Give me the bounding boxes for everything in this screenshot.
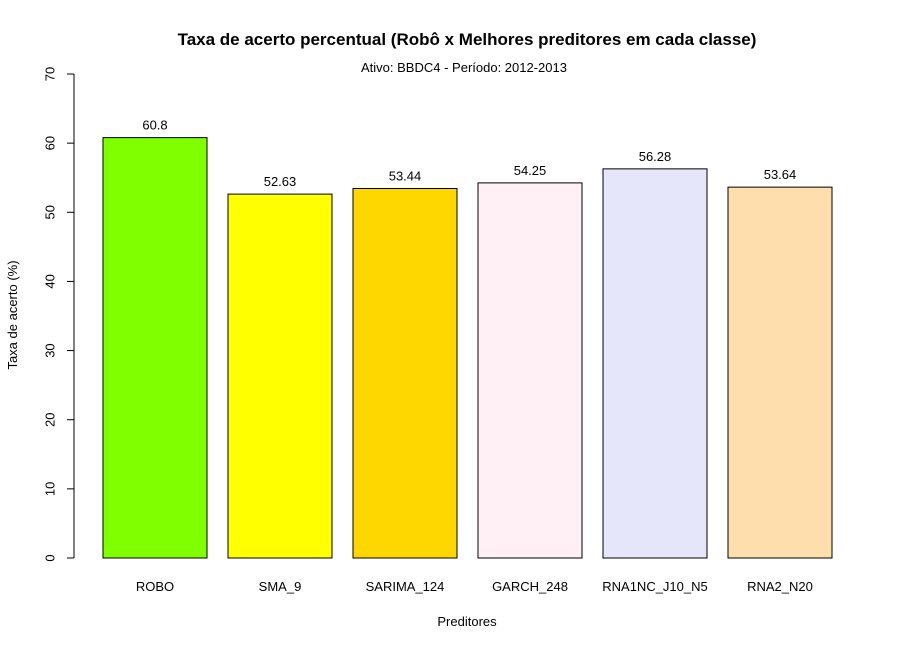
bar xyxy=(227,193,333,559)
bar-group: 54.25 GARCH_248 xyxy=(477,163,583,594)
y-tick-label: 20 xyxy=(42,412,57,426)
bar xyxy=(727,186,833,559)
x-axis-label: Preditores xyxy=(437,614,497,629)
bar xyxy=(102,137,208,559)
chart-subtitle: Ativo: BBDC4 - Período: 2012-2013 xyxy=(361,60,567,75)
y-tick-label: 0 xyxy=(42,554,57,561)
y-axis-label: Taxa de acerto (%) xyxy=(5,260,20,369)
y-tick-label: 60 xyxy=(42,136,57,150)
y-tick-label: 70 xyxy=(42,67,57,81)
data-label: 53.44 xyxy=(389,169,422,184)
bar xyxy=(477,182,583,559)
y-tick-label: 40 xyxy=(42,274,57,288)
data-label: 54.25 xyxy=(514,163,547,178)
x-tick-label: RNA1NC_J10_N5 xyxy=(602,579,708,594)
data-label: 60.8 xyxy=(142,118,167,133)
data-label: 52.63 xyxy=(264,174,297,189)
y-tick-label: 30 xyxy=(42,343,57,357)
x-tick-label: RNA2_N20 xyxy=(747,579,813,594)
y-tick-label: 50 xyxy=(42,205,57,219)
bar-group: 53.64 RNA2_N20 xyxy=(727,167,833,594)
x-tick-label: GARCH_248 xyxy=(492,579,568,594)
bar-group: 53.44 SARIMA_124 xyxy=(352,169,458,594)
x-tick-label: SARIMA_124 xyxy=(366,579,445,594)
chart-title: Taxa de acerto percentual (Robô x Melhor… xyxy=(178,30,757,49)
x-tick-label: SMA_9 xyxy=(259,579,302,594)
bar xyxy=(352,188,458,559)
bars-group: 60.8 ROBO 52.63 SMA_9 53.44 SARIMA_124 54.25 GA… xyxy=(102,118,833,594)
data-label: 56.28 xyxy=(639,149,672,164)
x-tick-label: ROBO xyxy=(136,579,174,594)
y-tick-label: 10 xyxy=(42,482,57,496)
bar xyxy=(602,168,708,559)
y-axis: 0 10 20 30 40 50 60 70 xyxy=(42,67,75,562)
bar-group: 60.8 ROBO xyxy=(102,118,208,594)
bar-group: 52.63 SMA_9 xyxy=(227,174,333,594)
bar-group: 56.28 RNA1NC_J10_N5 xyxy=(602,149,708,594)
data-label: 53.64 xyxy=(764,167,797,182)
